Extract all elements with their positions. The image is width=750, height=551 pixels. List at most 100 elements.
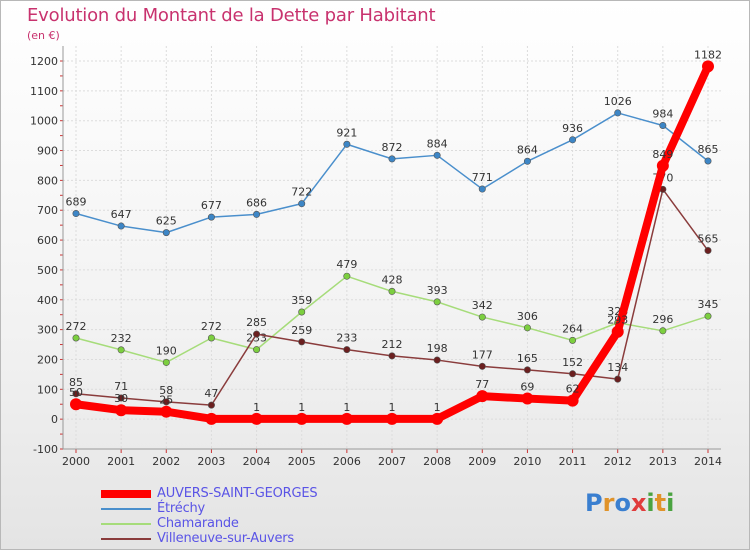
data-label-0-2: 625 <box>156 215 177 228</box>
data-label-0-1: 647 <box>111 208 132 221</box>
data-label-3-5: 1 <box>298 401 305 414</box>
data-label-2-11: 152 <box>562 356 583 369</box>
data-label-3-9: 77 <box>475 378 489 391</box>
x-tick-label: 2010 <box>513 455 541 468</box>
logo-letter-2: o <box>614 489 631 517</box>
data-label-3-8: 1 <box>434 401 441 414</box>
data-point-2-6 <box>343 346 351 354</box>
data-point-0-8 <box>433 151 441 159</box>
data-label-1-2: 190 <box>156 344 177 357</box>
data-label-2-2: 58 <box>159 384 173 397</box>
data-point-1-4 <box>253 346 261 354</box>
data-label-3-10: 69 <box>520 381 534 394</box>
x-tick-label: 2012 <box>604 455 632 468</box>
data-label-2-9: 177 <box>472 348 493 361</box>
data-point-2-7 <box>388 352 396 360</box>
data-label-2-4: 285 <box>246 316 267 329</box>
data-label-3-4: 1 <box>253 401 260 414</box>
data-point-1-11 <box>569 336 577 344</box>
data-point-0-12 <box>614 109 622 117</box>
data-point-1-14 <box>704 312 712 320</box>
x-tick-label: 2014 <box>694 455 722 468</box>
proxiti-logo: Proxiti <box>585 489 674 517</box>
data-label-1-5: 359 <box>291 294 312 307</box>
data-point-0-0 <box>72 210 80 218</box>
data-point-3-14 <box>702 60 714 73</box>
data-label-0-6: 921 <box>336 126 357 139</box>
data-label-1-9: 342 <box>472 299 493 312</box>
y-tick-label: 0 <box>51 413 58 426</box>
data-label-2-7: 212 <box>382 338 403 351</box>
y-tick-label: 800 <box>37 174 58 187</box>
data-point-2-10 <box>523 366 531 374</box>
legend-swatch-auvers <box>101 489 151 498</box>
y-tick-label: 1000 <box>30 115 58 128</box>
data-point-1-2 <box>162 358 170 366</box>
y-tick-label: 200 <box>37 353 58 366</box>
data-point-3-4 <box>250 412 263 425</box>
data-label-2-8: 198 <box>427 342 448 355</box>
x-tick-label: 2007 <box>378 455 406 468</box>
data-label-3-14: 1182 <box>694 48 722 61</box>
y-tick-label: 900 <box>37 145 58 158</box>
legend-item-auvers: AUVERS-SAINT-GEORGES <box>101 486 318 501</box>
logo-letter-3: x <box>630 489 647 517</box>
data-label-0-4: 686 <box>246 196 267 209</box>
data-label-0-9: 771 <box>472 171 493 184</box>
y-tick-label: -100 <box>33 443 58 456</box>
x-tick-label: 2008 <box>423 455 451 468</box>
data-point-2-9 <box>478 362 486 370</box>
data-label-1-8: 393 <box>427 284 448 297</box>
logo-letter-1: r <box>602 489 615 517</box>
data-point-2-14 <box>704 247 712 255</box>
data-point-0-3 <box>207 213 215 221</box>
data-label-0-8: 884 <box>427 137 448 150</box>
legend-label-chamarande: Chamarande <box>157 516 239 531</box>
data-point-1-5 <box>298 308 306 316</box>
y-tick-label: 1200 <box>30 55 58 68</box>
data-label-0-3: 677 <box>201 199 222 212</box>
logo-letter-0: P <box>585 489 603 517</box>
data-point-2-8 <box>433 356 441 364</box>
data-label-2-5: 259 <box>291 324 312 337</box>
data-label-2-0: 85 <box>69 376 83 389</box>
legend-label-etrechy: Étréchy <box>157 501 206 516</box>
legend: AUVERS-SAINT-GEORGES Étréchy Chamarande … <box>101 486 318 546</box>
data-label-1-10: 306 <box>517 310 538 323</box>
data-point-0-9 <box>478 185 486 193</box>
y-tick-label: 600 <box>37 234 58 247</box>
x-tick-label: 2003 <box>197 455 225 468</box>
y-tick-label: 700 <box>37 204 58 217</box>
data-point-0-5 <box>298 200 306 208</box>
logo-letter-6: i <box>666 489 675 517</box>
legend-item-villeneuve: Villeneuve-sur-Auvers <box>101 531 317 546</box>
data-point-2-1 <box>117 394 125 402</box>
data-point-3-1 <box>115 404 128 417</box>
data-label-0-13: 984 <box>652 107 673 120</box>
data-label-3-11: 62 <box>566 383 580 396</box>
data-label-1-14: 345 <box>698 298 719 311</box>
legend-item-etrechy: Étréchy <box>101 501 317 516</box>
data-label-1-13: 296 <box>652 313 673 326</box>
x-tick-label: 2013 <box>649 455 677 468</box>
data-label-1-7: 428 <box>382 273 403 286</box>
data-label-0-14: 865 <box>698 143 719 156</box>
x-tick-label: 2006 <box>333 455 361 468</box>
legend-label-villeneuve: Villeneuve-sur-Auvers <box>157 531 294 546</box>
x-tick-label: 2011 <box>559 455 587 468</box>
data-label-3-12: 293 <box>607 314 628 327</box>
data-label-0-7: 872 <box>382 141 403 154</box>
data-label-3-2: 25 <box>159 394 173 407</box>
data-point-1-13 <box>659 327 667 335</box>
legend-swatch-etrechy <box>101 507 151 510</box>
data-point-3-13 <box>656 159 669 172</box>
data-point-0-7 <box>388 155 396 163</box>
data-point-2-12 <box>614 375 622 383</box>
y-tick-label: 300 <box>37 324 58 337</box>
data-point-3-6 <box>340 412 353 425</box>
data-point-3-5 <box>295 412 308 425</box>
data-point-1-10 <box>523 324 531 332</box>
data-label-0-12: 1026 <box>604 95 632 108</box>
x-tick-label: 2002 <box>152 455 180 468</box>
data-point-2-11 <box>569 370 577 378</box>
